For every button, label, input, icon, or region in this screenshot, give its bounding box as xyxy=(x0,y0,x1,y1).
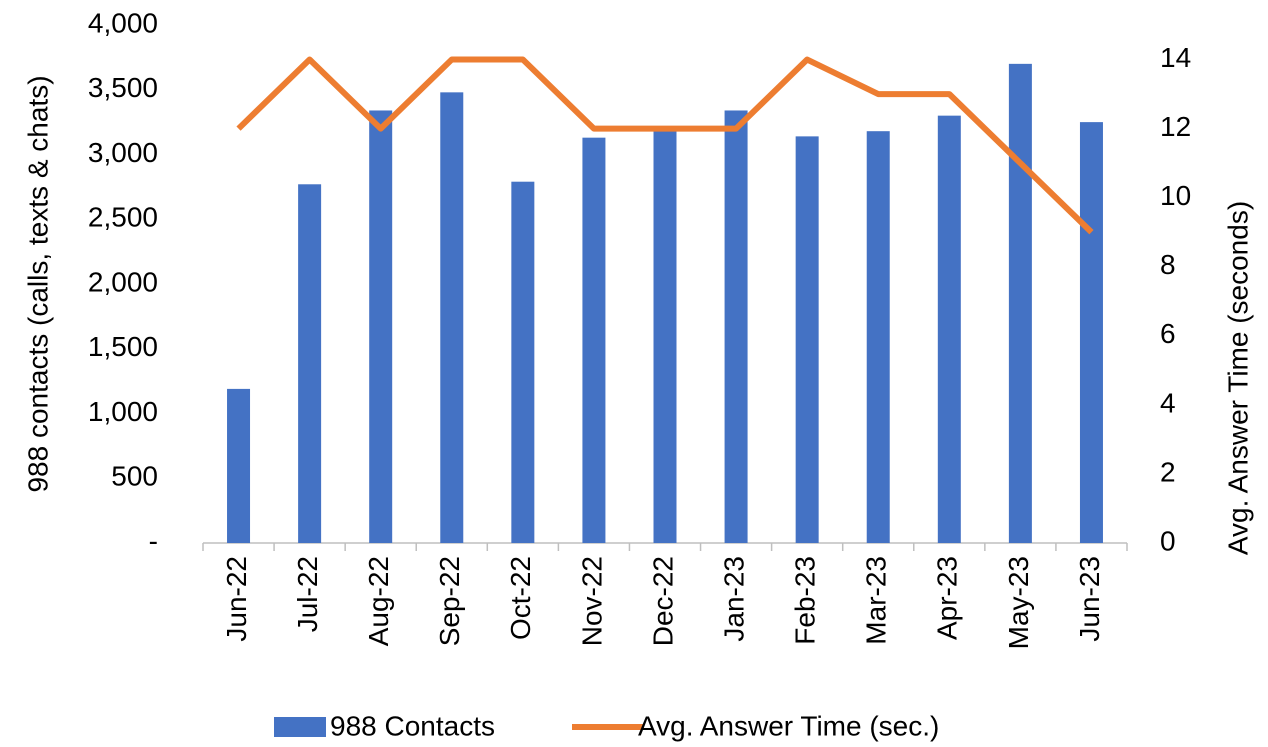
y2-tick-label: 10 xyxy=(1160,180,1191,211)
bar xyxy=(724,110,748,543)
bar xyxy=(866,131,890,543)
x-tick-label: Apr-23 xyxy=(932,556,963,640)
x-tick-label: Jun-22 xyxy=(221,556,252,642)
bar xyxy=(298,184,322,543)
bar xyxy=(440,92,464,543)
y-tick-label: 3,500 xyxy=(88,72,158,103)
bar xyxy=(1008,63,1032,543)
legend-label: Avg. Answer Time (sec.) xyxy=(638,710,939,741)
legend-swatch xyxy=(274,717,326,737)
bar xyxy=(937,115,961,544)
y-tick-label: 1,000 xyxy=(88,396,158,427)
bar xyxy=(582,137,606,544)
y-tick-label: 500 xyxy=(111,461,158,492)
legend-label: 988 Contacts xyxy=(330,710,495,741)
y2-tick-label: 8 xyxy=(1160,249,1176,280)
x-tick-label: Aug-22 xyxy=(363,556,394,646)
y-tick-label: 1,500 xyxy=(88,331,158,362)
x-tick-label: Nov-22 xyxy=(576,556,607,646)
y2-tick-label: 2 xyxy=(1160,456,1176,487)
x-tick-label: Sep-22 xyxy=(434,556,465,646)
bar xyxy=(511,181,535,543)
x-tick-label: Mar-23 xyxy=(861,556,892,645)
y2-tick-label: 14 xyxy=(1160,42,1191,73)
y2-tick-label: 12 xyxy=(1160,111,1191,142)
bar xyxy=(653,129,677,543)
y2-tick-label: 0 xyxy=(1160,525,1176,556)
x-tick-label: Oct-22 xyxy=(505,556,536,640)
y2-tick-label: 6 xyxy=(1160,318,1176,349)
x-tick-label: May-23 xyxy=(1003,556,1034,649)
y-axis-title: 988 contacts (calls, texts & chats) xyxy=(22,75,53,492)
bar xyxy=(227,388,251,543)
y-tick-label: 4,000 xyxy=(88,7,158,38)
y2-tick-label: 4 xyxy=(1160,387,1176,418)
bar xyxy=(795,136,819,543)
y-tick-label: 2,500 xyxy=(88,202,158,233)
bar xyxy=(369,110,393,543)
x-tick-label: Jun-23 xyxy=(1074,556,1105,642)
x-tick-label: Feb-23 xyxy=(790,556,821,645)
bar xyxy=(1079,122,1103,543)
y2-axis-title: Avg. Answer Time (seconds) xyxy=(1222,201,1253,555)
x-tick-label: Jan-23 xyxy=(718,556,749,642)
x-tick-label: Dec-22 xyxy=(647,556,678,646)
y-tick-label: 3,000 xyxy=(88,137,158,168)
y-tick-label: - xyxy=(149,525,158,556)
line xyxy=(236,56,1094,235)
y-tick-label: 2,000 xyxy=(88,266,158,297)
x-tick-label: Jul-22 xyxy=(292,556,323,632)
